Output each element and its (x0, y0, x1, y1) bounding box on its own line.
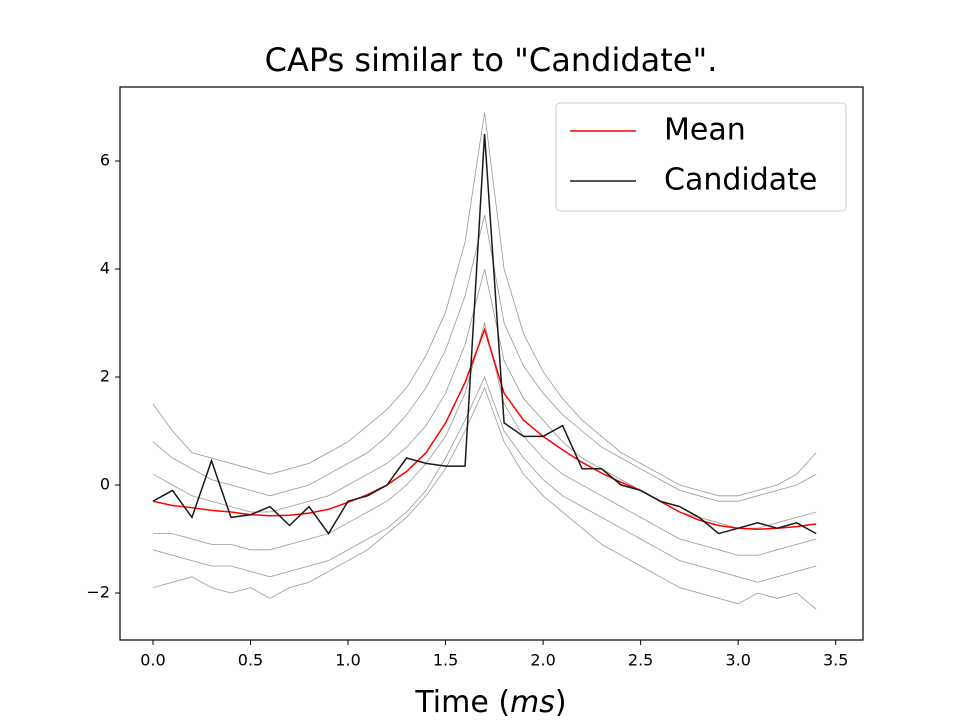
y-tick-label: 4 (100, 258, 110, 277)
legend-label: Mean (664, 113, 746, 148)
x-tick-label: 3.5 (823, 651, 848, 670)
y-tick-label: −2 (86, 583, 110, 602)
trace-line (152, 214, 817, 502)
series-line (152, 133, 817, 535)
x-label-part: ms (510, 685, 555, 720)
legend-box (555, 102, 847, 212)
trace-line (152, 386, 817, 610)
series-line (152, 327, 817, 531)
legend-label: Candidate (664, 163, 817, 198)
y-tick-label: 0 (100, 475, 110, 494)
plot-frame (119, 86, 864, 641)
x-tick-label: 2.5 (628, 651, 653, 670)
x-tick-label: 0.5 (238, 651, 263, 670)
chart-title: CAPs similar to "Candidate". (265, 41, 718, 79)
trace-line (152, 375, 817, 583)
trace-line (152, 112, 817, 497)
x-tick-label: 2.0 (530, 651, 555, 670)
y-tick-label: 6 (100, 150, 110, 169)
x-axis-label: Time (ms) (414, 685, 566, 720)
trace-line (152, 321, 817, 556)
x-tick-label: 1.0 (335, 651, 360, 670)
x-tick-label: 3.0 (725, 651, 750, 670)
x-label-part: Time ( (414, 685, 510, 720)
x-label-part: ) (555, 685, 567, 720)
x-tick-label: 1.5 (433, 651, 458, 670)
y-tick-label: 2 (100, 367, 110, 386)
x-tick-label: 0.0 (140, 651, 165, 670)
trace-line (152, 268, 817, 529)
